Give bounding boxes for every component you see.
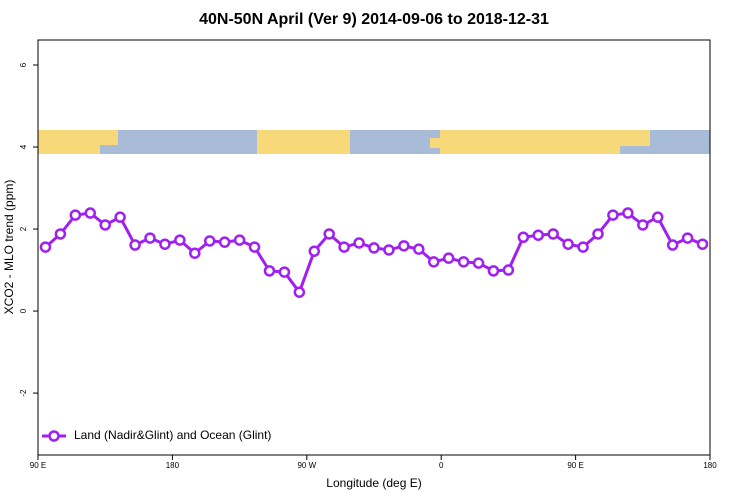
- point: [651, 211, 664, 223]
- point: [517, 231, 530, 243]
- legend-label: Land (Nadir&Glint) and Ocean (Glint): [74, 428, 271, 442]
- point: [622, 207, 634, 219]
- x-tick-label: 90 E: [30, 461, 46, 470]
- point: [203, 235, 216, 247]
- point: [637, 219, 649, 231]
- point: [159, 238, 171, 250]
- y-tick-label: 0: [19, 308, 28, 313]
- point: [54, 228, 67, 240]
- point: [84, 207, 97, 219]
- point: [547, 228, 559, 240]
- point: [666, 239, 679, 251]
- point: [278, 266, 291, 278]
- point: [263, 265, 276, 277]
- point: [39, 241, 52, 253]
- point: [308, 245, 321, 257]
- y-tick-label: -2: [19, 389, 28, 397]
- point: [218, 236, 231, 248]
- chart-title: 40N-50N April (Ver 9) 2014-09-06 to 2018…: [199, 11, 549, 28]
- y-tick-label: 2: [19, 226, 28, 231]
- plot-frame: [37, 39, 711, 456]
- point: [233, 234, 246, 246]
- point: [442, 252, 455, 264]
- point: [293, 286, 306, 298]
- point: [607, 209, 619, 221]
- point: [368, 242, 380, 254]
- point: [99, 219, 111, 231]
- point: [189, 247, 201, 259]
- y-axis-label: XCO2 - MLO trend (ppm): [2, 180, 16, 315]
- point: [472, 257, 485, 269]
- point: [502, 264, 515, 276]
- x-tick-label: 90 W: [297, 461, 316, 470]
- point: [398, 240, 410, 252]
- x-tick-label: 180: [703, 461, 717, 470]
- point: [353, 237, 365, 249]
- map-strip: [38, 130, 710, 154]
- point: [174, 234, 186, 246]
- point: [427, 256, 440, 268]
- point: [248, 241, 261, 253]
- point: [338, 241, 350, 253]
- point: [696, 238, 709, 250]
- point: [487, 265, 500, 277]
- point: [69, 209, 82, 221]
- point: [457, 256, 470, 268]
- x-tick-label: 90 E: [567, 461, 583, 470]
- point: [144, 232, 156, 244]
- point: [413, 243, 425, 255]
- x-tick-label: 180: [166, 461, 180, 470]
- point: [383, 244, 395, 256]
- x-axis-label: Longitude (deg E): [326, 476, 421, 490]
- point: [532, 229, 545, 241]
- legend-marker: [48, 430, 60, 442]
- x-tick-label: 0: [439, 461, 444, 470]
- point: [114, 211, 126, 223]
- point: [681, 232, 694, 244]
- point: [562, 238, 574, 250]
- y-tick-label: 6: [19, 62, 28, 67]
- point: [592, 228, 604, 240]
- point: [323, 228, 335, 240]
- point: [577, 241, 589, 253]
- point: [129, 239, 141, 251]
- y-tick-label: 4: [19, 144, 28, 149]
